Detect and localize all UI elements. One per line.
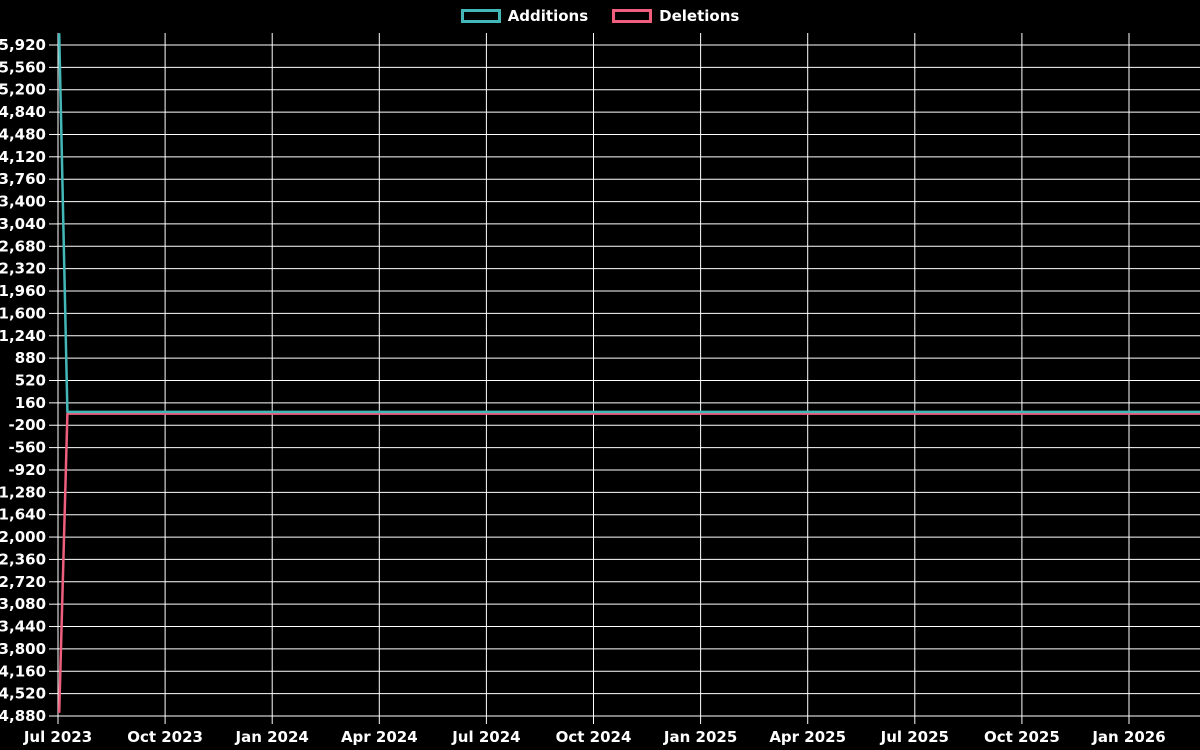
y-tick-label: 880 [15, 349, 46, 367]
y-tick-label: -3,440 [0, 618, 46, 636]
x-tick-label: Oct 2023 [127, 728, 203, 746]
additions-line [57, 33, 1200, 414]
y-tick-label: -560 [8, 439, 46, 457]
y-tick-label: 4,120 [0, 148, 46, 166]
y-tick-label: 5,920 [0, 36, 46, 54]
x-tick-label: Oct 2025 [984, 728, 1060, 746]
y-tick-label: -3,800 [0, 640, 46, 658]
y-tick-label: -2,000 [0, 528, 46, 546]
legend-item-additions[interactable]: Additions [460, 7, 589, 25]
y-tick-label: -2,720 [0, 573, 46, 591]
x-tick-label: Jan 2026 [1091, 728, 1165, 746]
y-tick-label: 3,760 [0, 170, 46, 188]
y-tick-label: -1,280 [0, 483, 46, 501]
y-tick-label: 5,200 [0, 81, 46, 99]
y-tick-label: 2,320 [0, 260, 46, 278]
y-tick-label: 4,840 [0, 103, 46, 121]
x-tick-label: Jan 2024 [235, 728, 309, 746]
chart-legend: Additions Deletions [0, 7, 1200, 25]
y-tick-label: 1,240 [0, 327, 46, 345]
x-tick-label: Apr 2024 [341, 728, 418, 746]
y-tick-label: -920 [8, 461, 46, 479]
additions-legend-swatch [460, 9, 501, 23]
y-tick-label: 160 [15, 394, 46, 412]
y-tick-label: -3,080 [0, 595, 46, 613]
x-tick-label: Jan 2025 [663, 728, 737, 746]
x-tick-label: Jul 2024 [451, 728, 520, 746]
additions-legend-label: Additions [507, 7, 589, 25]
y-tick-label: 4,480 [0, 125, 46, 143]
y-tick-label: 1,960 [0, 282, 46, 300]
y-tick-label: -4,160 [0, 662, 46, 680]
y-tick-label: -200 [8, 416, 46, 434]
x-tick-label: Oct 2024 [556, 728, 632, 746]
y-tick-label: -1,640 [0, 506, 46, 524]
x-tick-label: Apr 2025 [769, 728, 846, 746]
y-tick-label: 3,400 [0, 193, 46, 211]
x-tick-label: Jul 2023 [23, 728, 92, 746]
y-tick-label: -2,360 [0, 550, 46, 568]
legend-item-deletions[interactable]: Deletions [612, 7, 739, 25]
y-tick-label: 520 [15, 372, 46, 390]
deletions-legend-swatch [612, 9, 653, 23]
x-tick-label: Jul 2025 [880, 728, 949, 746]
deletions-line [57, 412, 1200, 713]
y-tick-label: -4,520 [0, 685, 46, 703]
y-tick-label: -4,880 [0, 707, 46, 725]
y-tick-label: 2,680 [0, 237, 46, 255]
deletions-legend-label: Deletions [659, 7, 740, 25]
y-tick-label: 5,560 [0, 58, 46, 76]
y-tick-label: 1,600 [0, 304, 46, 322]
y-tick-label: 3,040 [0, 215, 46, 233]
